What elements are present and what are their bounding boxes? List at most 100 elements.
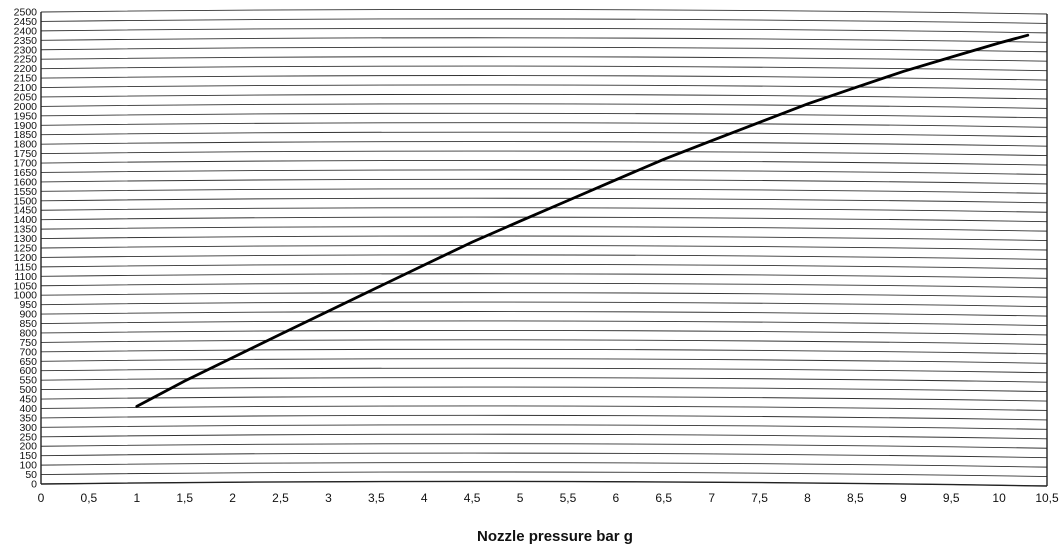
gridline (40, 56, 1048, 62)
series-line (135, 33, 1030, 408)
x-tick-label: 1 (133, 491, 140, 505)
gridline (40, 301, 1048, 308)
y-tick-label: 1550 (14, 186, 38, 198)
y-tick-label: 1000 (14, 290, 38, 302)
gridline (40, 216, 1048, 223)
y-tick-label: 1250 (14, 243, 38, 255)
gridline (40, 452, 1048, 459)
y-tick-label: 2300 (14, 44, 38, 56)
y-tick-label: 1650 (14, 167, 38, 179)
y-tick-label: 1050 (14, 280, 38, 292)
gridline (40, 112, 1048, 119)
gridline (40, 27, 1048, 34)
gridline (40, 103, 1048, 109)
x-tick-label: 3,5 (368, 491, 385, 505)
plot-frame (40, 12, 1048, 487)
gridline (40, 244, 1048, 251)
y-tick-label: 150 (19, 450, 37, 462)
y-tick-label: 1800 (14, 139, 38, 151)
gridline (40, 18, 1048, 24)
y-tick-label: 2450 (14, 16, 38, 28)
x-tick-label: 2,5 (272, 491, 289, 505)
gridline (40, 414, 1048, 421)
gridline (40, 131, 1048, 138)
gridline (40, 188, 1048, 194)
gridline (40, 226, 1048, 232)
x-tick-label: 1,5 (176, 491, 193, 505)
y-tick-label: 2050 (14, 91, 38, 103)
gridline (40, 93, 1048, 100)
gridline (40, 263, 1048, 270)
gridline (40, 8, 1048, 15)
gridline (40, 65, 1048, 72)
x-tick-label: 4,5 (464, 491, 481, 505)
gridline (40, 122, 1048, 128)
gridline (40, 443, 1048, 449)
x-tick-label: 9 (900, 491, 907, 505)
gridline (40, 150, 1048, 157)
gridlines (40, 8, 1048, 487)
y-tick-label: 750 (19, 337, 37, 349)
y-tick-label: 650 (19, 356, 37, 368)
gridline (40, 405, 1048, 411)
y-tick-label: 2350 (14, 35, 38, 47)
y-tick-label: 1500 (14, 195, 38, 207)
y-tick-label: 450 (19, 394, 37, 406)
gridline (40, 282, 1048, 289)
gridline (40, 462, 1048, 468)
x-axis-line (40, 480, 1048, 487)
y-tick-label: 1200 (14, 252, 38, 264)
gridline (40, 348, 1048, 355)
y-tick-label: 200 (19, 441, 37, 453)
gridline (40, 235, 1048, 242)
gridline (40, 254, 1048, 260)
gridline (40, 424, 1048, 430)
x-tick-label: 4 (421, 491, 428, 505)
x-tick-label: 5 (517, 491, 524, 505)
y-tick-label: 1300 (14, 233, 38, 245)
y-tick-label: 600 (19, 365, 37, 377)
gridline (40, 197, 1048, 204)
y-tick-label: 350 (19, 412, 37, 424)
gridline (40, 141, 1048, 147)
y-tick-label: 900 (19, 309, 37, 321)
y-tick-label: 300 (19, 422, 37, 434)
gridline (40, 339, 1048, 345)
x-tick-label: 2 (229, 491, 236, 505)
y-tick-label: 1400 (14, 214, 38, 226)
gridline (40, 37, 1048, 43)
x-tick-label: 9,5 (943, 491, 960, 505)
y-tick-label: 2200 (14, 63, 38, 75)
y-tick-label: 850 (19, 318, 37, 330)
x-tick-label: 7,5 (751, 491, 768, 505)
y-tick-label: 1150 (14, 261, 37, 273)
y-tick-label: 1450 (14, 205, 38, 217)
gridline (40, 433, 1048, 440)
y-tick-label: 2100 (14, 82, 38, 94)
gridline (40, 292, 1048, 298)
y-tick-label: 1700 (14, 158, 38, 170)
y-tick-label: 800 (19, 327, 37, 339)
series (135, 33, 1030, 408)
y-tick-label: 1900 (14, 120, 38, 132)
y-tick-label: 550 (19, 375, 37, 387)
x-tick-label: 10,5 (1035, 491, 1059, 505)
gridline (40, 320, 1048, 326)
y-tick-label: 1750 (14, 148, 38, 160)
gridline (40, 207, 1048, 213)
x-tick-label: 8 (804, 491, 811, 505)
gridline (40, 358, 1048, 364)
x-axis-label: Nozzle pressure bar g (477, 528, 633, 545)
y-tick-label: 50 (25, 469, 37, 481)
gridline (40, 273, 1048, 279)
x-tick-label: 0,5 (81, 491, 98, 505)
y-tick-label: 1950 (14, 110, 38, 122)
y-tick-label: 1850 (14, 129, 38, 141)
y-tick-label: 1100 (14, 271, 37, 283)
x-tick-label: 5,5 (560, 491, 577, 505)
y-tick-label: 2000 (14, 101, 38, 113)
y-tick-label: 2250 (14, 54, 38, 66)
x-tick-label: 6,5 (655, 491, 672, 505)
gridline (40, 160, 1048, 166)
